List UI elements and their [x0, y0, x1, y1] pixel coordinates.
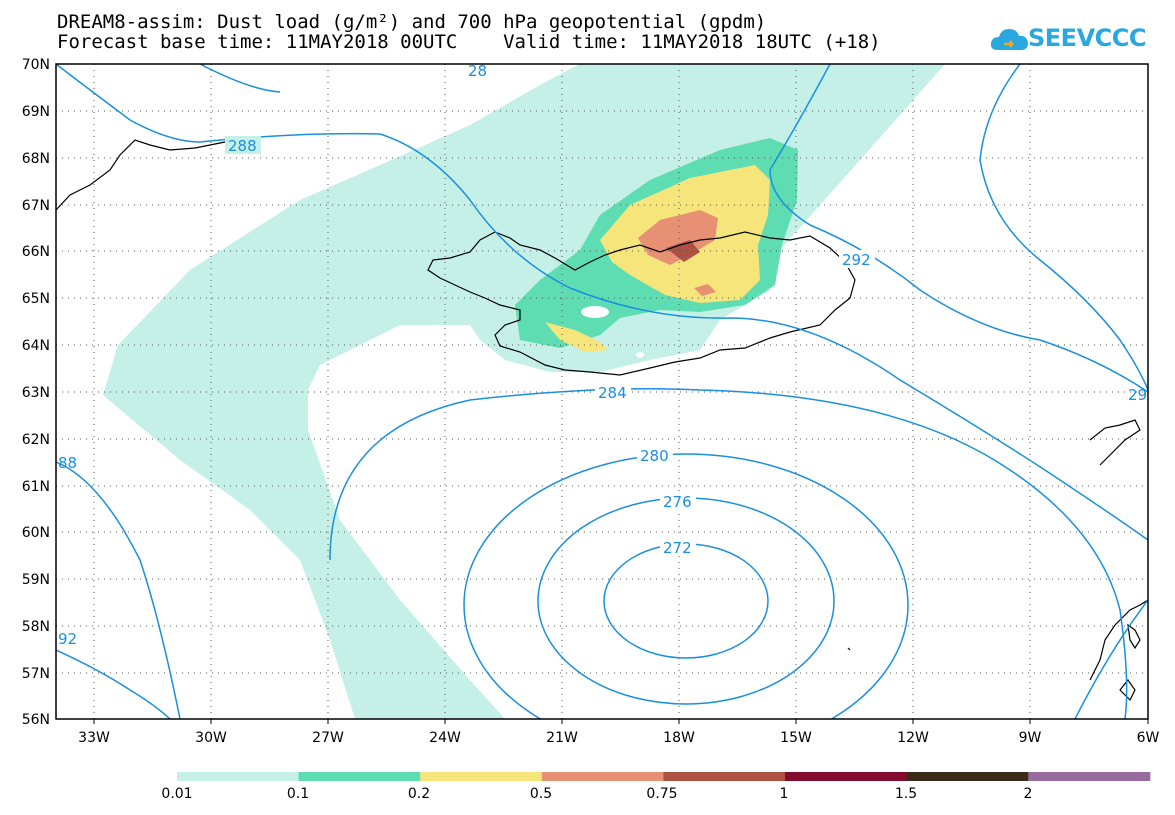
colorbar-label-0.2: 0.2 [408, 786, 430, 802]
colorbar-label-2: 2 [1024, 786, 1033, 802]
contour-296-s [1074, 599, 1148, 719]
lat-label-64n: 64N [22, 338, 50, 354]
contour-label-292: 292 [842, 251, 871, 269]
greenland-coast [56, 139, 241, 211]
longitude-labels: 33W 30W 27W 24W 21W 18W 15W 12W 9W 6W [78, 730, 1159, 746]
colorbar-label-1: 1 [780, 786, 789, 802]
lon-label-15w: 15W [780, 730, 812, 746]
contour-label-28-top: 28 [468, 62, 487, 80]
colorbar-label-0.1: 0.1 [287, 786, 309, 802]
lon-label-6w: 6W [1137, 730, 1160, 746]
contour-label-29-edge: 29 [1128, 386, 1147, 404]
colorbar-label-0.5: 0.5 [530, 786, 552, 802]
iceland-coast [427, 231, 856, 376]
contour-label-276: 276 [663, 493, 692, 511]
map-title: DREAM8-assim: Dust load (g/m²) and 700 h… [57, 11, 767, 33]
contour-280 [463, 453, 909, 719]
geopotential-contours [56, 64, 1148, 719]
contour-284 [329, 388, 1128, 719]
contour-labels: 288 292 284 280 276 272 88 92 29 28 [58, 62, 1147, 648]
lon-label-12w: 12W [897, 730, 929, 746]
colorbar-swatch-1 [298, 772, 421, 781]
colorbar-swatch-4 [663, 772, 786, 781]
scotland-coast [1089, 599, 1148, 681]
contour-label-280: 280 [640, 447, 669, 465]
lat-label-67n: 67N [22, 198, 50, 214]
colorbar-label-0.01: 0.01 [161, 786, 192, 802]
colorbar-labels: 0.01 0.1 0.2 0.5 0.75 1 1.5 2 [161, 786, 1032, 802]
contour-288-n2 [199, 64, 281, 93]
lat-label-57n: 57N [22, 666, 50, 682]
rockall [847, 647, 851, 651]
colorbar-swatch-0 [177, 772, 300, 781]
contour-label-288-edge: 88 [58, 454, 77, 472]
lat-label-68n: 68N [22, 151, 50, 167]
lat-label-66n: 66N [22, 244, 50, 260]
contour-label-284: 284 [598, 384, 627, 402]
lon-label-30w: 30W [195, 730, 227, 746]
lat-label-69n: 69N [22, 104, 50, 120]
axis-ticks [93, 719, 1149, 724]
contour-288-n [56, 64, 1148, 541]
colorbar [177, 772, 1151, 781]
lat-label-70n: 70N [22, 57, 50, 73]
contour-296 [979, 64, 1148, 391]
contour-292-e [769, 64, 1148, 393]
lon-label-21w: 21W [546, 730, 578, 746]
map-frame [55, 63, 1149, 720]
contour-292-w [56, 649, 171, 719]
colorbar-swatch-5 [785, 772, 908, 781]
lat-label-59n: 59N [22, 572, 50, 588]
faroe [1127, 623, 1141, 650]
colorbar-swatch-6 [906, 772, 1029, 781]
contour-288-w [56, 461, 181, 719]
contour-label-292-edge: 92 [58, 630, 77, 648]
lon-label-24w: 24W [429, 730, 461, 746]
dust-shade-0.5-b [694, 284, 716, 296]
lon-label-27w: 27W [312, 730, 344, 746]
contour-label-272: 272 [663, 539, 692, 557]
lat-label-62n: 62N [22, 432, 50, 448]
lat-label-61n: 61N [22, 479, 50, 495]
latitude-labels: 70N 69N 68N 67N 66N 65N 64N 63N 62N 61N … [22, 57, 50, 728]
cloud-icon [990, 29, 1028, 50]
dust-shade-0.75 [666, 240, 700, 262]
logo-text: SEEVCCC [1028, 24, 1147, 52]
lat-label-58n: 58N [22, 619, 50, 635]
norway-coast-north [1089, 419, 1141, 466]
colorbar-label-0.75: 0.75 [646, 786, 677, 802]
lon-label-18w: 18W [663, 730, 695, 746]
lon-label-33w: 33W [78, 730, 110, 746]
colorbar-swatch-2 [420, 772, 543, 781]
map-subtitle: Forecast base time: 11MAY2018 00UTC Vali… [57, 31, 881, 53]
dust-shade-0.2-b [545, 322, 608, 352]
lon-label-9w: 9W [1019, 730, 1042, 746]
lat-label-65n: 65N [22, 291, 50, 307]
colorbar-label-1.5: 1.5 [895, 786, 917, 802]
colorbar-swatch-7 [1028, 772, 1151, 781]
contour-label-288: 288 [228, 137, 257, 155]
seevccc-logo: SEEVCCC [990, 22, 1147, 58]
colorbar-swatch-3 [541, 772, 664, 781]
lat-label-56n: 56N [22, 712, 50, 728]
lat-label-63n: 63N [22, 385, 50, 401]
lat-label-60n: 60N [22, 525, 50, 541]
